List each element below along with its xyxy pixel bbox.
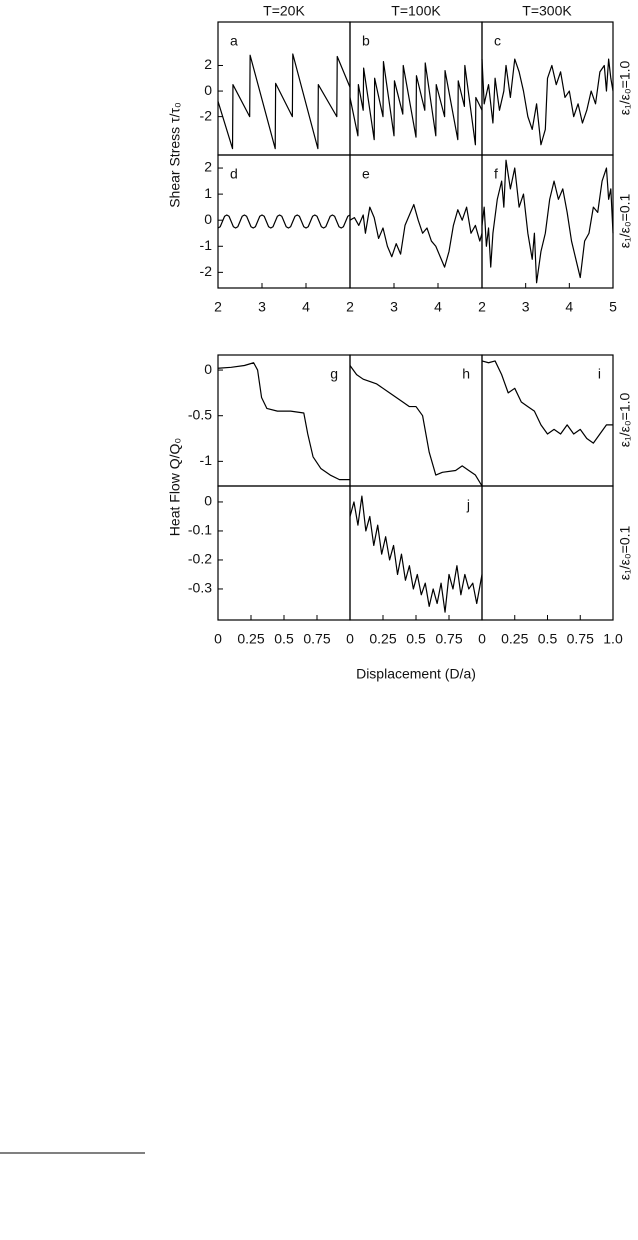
panel-frame bbox=[349, 485, 483, 621]
row-label: ε₁/ε₀=0.1 bbox=[617, 194, 633, 249]
panel-label: b bbox=[362, 33, 370, 49]
panel-label: e bbox=[362, 166, 370, 182]
panel-frame bbox=[481, 485, 614, 621]
y-tick-label: 0 bbox=[204, 361, 212, 377]
y-tick-label: -0.2 bbox=[188, 551, 212, 567]
x-tick-label: 3 bbox=[258, 299, 266, 315]
y-tick-label: 0 bbox=[204, 211, 212, 227]
x-tick-label: 3 bbox=[522, 299, 530, 315]
column-title: T=20K bbox=[263, 3, 305, 19]
x-tick-label: 4 bbox=[302, 299, 310, 315]
panel-frame bbox=[217, 485, 351, 621]
x-tick-label: 2 bbox=[346, 299, 354, 315]
y-tick-label: -1 bbox=[200, 237, 213, 253]
data-line bbox=[217, 362, 350, 481]
data-line bbox=[481, 360, 613, 444]
x-tick-label: 0.25 bbox=[237, 631, 264, 647]
x-tick-label: 0 bbox=[346, 631, 354, 647]
data-line bbox=[349, 365, 483, 487]
column-title: T=300K bbox=[522, 3, 572, 19]
panel-label: g bbox=[330, 366, 338, 382]
y-axis-label: Shear Stress τ/τ₀ bbox=[167, 102, 183, 208]
x-tick-label: 1.0 bbox=[603, 631, 623, 647]
panel-frame bbox=[217, 21, 351, 156]
y-tick-label: -0.3 bbox=[188, 580, 212, 596]
x-tick-label: 0.75 bbox=[435, 631, 462, 647]
x-tick-label: 0.5 bbox=[406, 631, 426, 647]
panel-label: j bbox=[466, 497, 470, 513]
y-tick-label: -0.5 bbox=[188, 406, 212, 422]
x-tick-label: 3 bbox=[390, 299, 398, 315]
panel-label: d bbox=[230, 166, 238, 182]
x-tick-label: 2 bbox=[478, 299, 486, 315]
y-tick-label: 2 bbox=[204, 56, 212, 72]
x-tick-label: 0.75 bbox=[303, 631, 330, 647]
x-tick-label: 0 bbox=[478, 631, 486, 647]
data-line bbox=[217, 53, 351, 150]
row-label: ε₁/ε₀=0.1 bbox=[617, 526, 633, 581]
row-label: ε₁/ε₀=1.0 bbox=[617, 393, 633, 448]
y-tick-label: 0 bbox=[204, 82, 212, 98]
panel-label: a bbox=[230, 33, 238, 49]
x-tick-label: 2 bbox=[214, 299, 222, 315]
data-line bbox=[349, 203, 483, 268]
data-line bbox=[349, 61, 483, 146]
x-tick-label: 0.75 bbox=[567, 631, 594, 647]
x-tick-label: 0.5 bbox=[274, 631, 294, 647]
x-tick-label: 4 bbox=[565, 299, 573, 315]
y-tick-label: -2 bbox=[200, 263, 213, 279]
y-tick-label: -1 bbox=[200, 452, 213, 468]
x-tick-label: 0.25 bbox=[369, 631, 396, 647]
y-tick-label: -2 bbox=[200, 107, 213, 123]
panel-label: h bbox=[462, 366, 470, 382]
panel-frame bbox=[481, 154, 614, 289]
x-tick-label: 4 bbox=[434, 299, 442, 315]
panel-frame bbox=[349, 154, 483, 289]
x-tick-label: 0.5 bbox=[538, 631, 558, 647]
panel-label: c bbox=[494, 33, 501, 49]
data-line bbox=[349, 495, 483, 613]
data-line bbox=[481, 159, 614, 284]
y-axis-label: Heat Flow Q/Q₀ bbox=[167, 438, 183, 537]
data-line bbox=[217, 214, 351, 229]
x-tick-label: 5 bbox=[609, 299, 617, 315]
panel-label: f bbox=[494, 166, 498, 182]
y-tick-label: -0.1 bbox=[188, 522, 212, 538]
x-tick-label: 0 bbox=[214, 631, 222, 647]
row-label: ε₁/ε₀=1.0 bbox=[617, 61, 633, 116]
data-line bbox=[481, 58, 614, 146]
x-tick-label: 0.25 bbox=[501, 631, 528, 647]
y-tick-label: 2 bbox=[204, 159, 212, 175]
column-title: T=100K bbox=[391, 3, 441, 19]
y-tick-label: 0 bbox=[204, 493, 212, 509]
y-tick-label: 1 bbox=[204, 185, 212, 201]
panel-label: i bbox=[598, 366, 601, 382]
x-axis-label: Displacement (D/a) bbox=[356, 666, 476, 682]
